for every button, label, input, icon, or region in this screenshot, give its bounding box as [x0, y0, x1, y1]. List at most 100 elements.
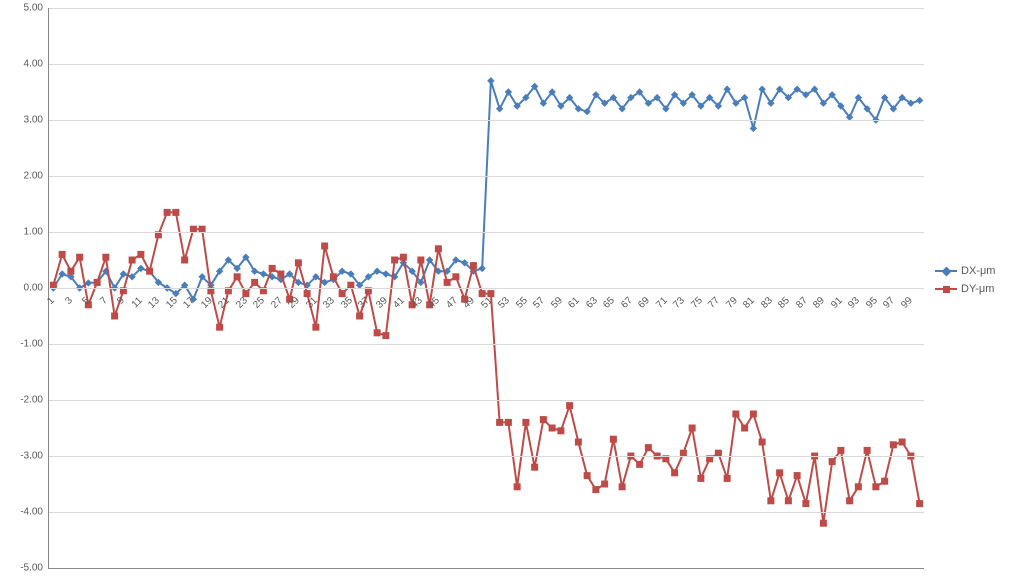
gridline — [49, 64, 924, 65]
legend-item: DX-μm — [935, 265, 995, 277]
series-marker — [917, 501, 923, 507]
series-marker — [383, 271, 389, 277]
series-marker — [838, 447, 844, 453]
series-marker — [304, 291, 310, 297]
series-marker — [243, 291, 249, 297]
legend-item: DY-μm — [935, 283, 995, 295]
series-marker — [269, 265, 275, 271]
series-marker — [610, 436, 616, 442]
series-marker — [532, 464, 538, 470]
y-tick-label: 3.00 — [24, 115, 49, 126]
series-marker — [400, 254, 406, 260]
series-marker — [435, 246, 441, 252]
series-marker — [444, 279, 450, 285]
series-marker — [750, 125, 756, 131]
series-marker — [470, 263, 476, 269]
gridline — [49, 176, 924, 177]
series-marker — [637, 461, 643, 467]
gridline — [49, 344, 924, 345]
series-marker — [847, 498, 853, 504]
series-marker — [497, 419, 503, 425]
series-marker — [77, 254, 83, 260]
series-marker — [890, 442, 896, 448]
y-tick-label: 5.00 — [24, 3, 49, 14]
series-marker — [252, 279, 258, 285]
series-marker — [173, 209, 179, 215]
series-marker — [164, 209, 170, 215]
series-marker — [278, 271, 284, 277]
series-marker — [759, 439, 765, 445]
series-marker — [418, 257, 424, 263]
series-marker — [829, 459, 835, 465]
series-marker — [698, 475, 704, 481]
series-marker — [602, 481, 608, 487]
series-marker — [645, 445, 651, 451]
series-marker — [768, 498, 774, 504]
gridline — [49, 8, 924, 9]
series-marker — [392, 257, 398, 263]
series-marker — [750, 411, 756, 417]
series-marker — [558, 428, 564, 434]
gridline — [49, 400, 924, 401]
series-marker — [103, 254, 109, 260]
series-marker — [794, 473, 800, 479]
series-marker — [882, 478, 888, 484]
series-marker — [917, 97, 923, 103]
series-marker — [777, 470, 783, 476]
chart-container: -5.00-4.00-3.00-2.00-1.000.001.002.003.0… — [0, 0, 1023, 583]
legend-swatch-marker — [942, 267, 952, 277]
series-marker — [260, 271, 266, 277]
y-tick-label: 0.00 — [24, 283, 49, 294]
series-marker — [322, 243, 328, 249]
series-marker — [567, 403, 573, 409]
series-marker — [672, 470, 678, 476]
series-marker — [357, 313, 363, 319]
series-marker — [488, 78, 494, 84]
series-marker — [479, 291, 485, 297]
series-marker — [488, 291, 494, 297]
gridline — [49, 512, 924, 513]
series-marker — [803, 501, 809, 507]
legend-swatch-line — [935, 270, 957, 272]
legend-label: DX-μm — [961, 265, 995, 277]
series-marker — [313, 324, 319, 330]
legend-swatch-line — [935, 288, 957, 290]
series-marker — [514, 484, 520, 490]
gridline — [49, 120, 924, 121]
gridline — [49, 288, 924, 289]
series-marker — [68, 268, 74, 274]
series-marker — [182, 257, 188, 263]
y-tick-label: 4.00 — [24, 59, 49, 70]
series-marker — [742, 425, 748, 431]
series-marker — [234, 274, 240, 280]
series-marker — [505, 419, 511, 425]
series-marker — [619, 484, 625, 490]
legend-label: DY-μm — [961, 283, 994, 295]
series-line — [53, 81, 919, 299]
series-marker — [94, 279, 100, 285]
y-tick-label: 2.00 — [24, 171, 49, 182]
series-marker — [383, 333, 389, 339]
series-marker — [540, 417, 546, 423]
series-marker — [479, 265, 485, 271]
series-marker — [899, 439, 905, 445]
series-marker — [453, 274, 459, 280]
series-marker — [147, 268, 153, 274]
series-marker — [549, 425, 555, 431]
series-marker — [374, 330, 380, 336]
y-tick-label: -2.00 — [20, 395, 49, 406]
gridline — [49, 232, 924, 233]
series-marker — [129, 257, 135, 263]
series-marker — [339, 291, 345, 297]
y-tick-label: -4.00 — [20, 507, 49, 518]
series-marker — [873, 484, 879, 490]
y-tick-label: -3.00 — [20, 451, 49, 462]
y-tick-label: -1.00 — [20, 339, 49, 350]
legend-swatch-marker — [943, 286, 950, 293]
series-marker — [593, 487, 599, 493]
series-marker — [733, 411, 739, 417]
series-marker — [855, 484, 861, 490]
y-tick-label: 1.00 — [24, 227, 49, 238]
gridline — [49, 456, 924, 457]
series-marker — [523, 419, 529, 425]
